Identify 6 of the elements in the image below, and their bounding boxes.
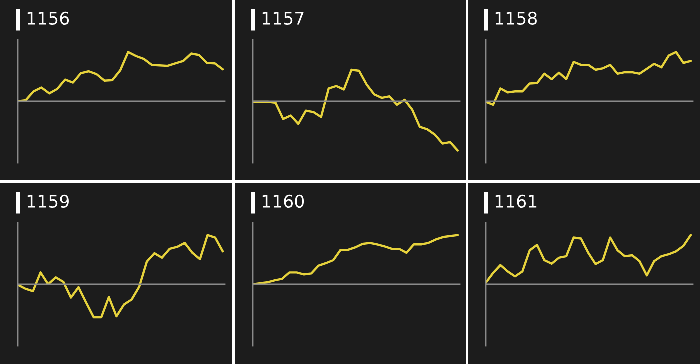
chart-title: 1156 (28, 12, 70, 26)
chart-title: 1158 (496, 12, 537, 26)
chart-title: 1160 (262, 194, 304, 208)
chart-title: 1161 (496, 194, 537, 208)
chart-title: 1159 (28, 194, 69, 208)
chart-title: 1157 (262, 12, 304, 26)
